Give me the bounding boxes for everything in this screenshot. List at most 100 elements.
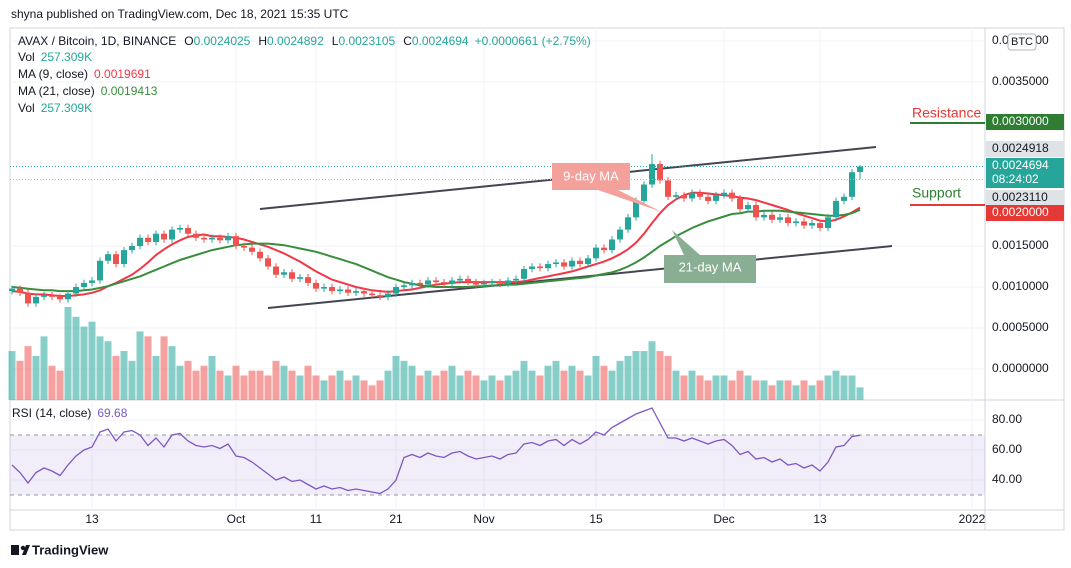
candle-body <box>761 214 767 218</box>
candle-body <box>241 246 247 248</box>
x-tick-label: Nov <box>473 512 494 526</box>
volume-value: 257.309K <box>41 50 92 64</box>
price-label-box <box>986 141 1064 157</box>
rsi-name: RSI (14, close) <box>12 406 91 420</box>
ma-name: MA (21, close) <box>18 84 95 98</box>
y-tick-label: 0.0015000 <box>992 238 1049 252</box>
volume-bar <box>656 351 664 400</box>
volume-bar <box>376 380 384 400</box>
candle-body <box>185 227 191 234</box>
volume-bar <box>544 365 552 400</box>
candle-body <box>201 237 207 240</box>
candle-body <box>41 295 47 297</box>
candle-body <box>529 266 535 269</box>
callout <box>664 230 756 283</box>
candle-body <box>105 254 111 261</box>
candle-body <box>233 236 239 247</box>
legend-ma: MA (21, close) 0.0019413 <box>18 84 158 98</box>
volume-bar <box>120 351 128 400</box>
rsi-value: 69.68 <box>97 406 127 420</box>
volume-bar <box>776 380 784 400</box>
moving-average <box>11 208 861 293</box>
candle-body <box>561 262 567 267</box>
volume-bar <box>760 380 768 400</box>
volume-bar <box>552 360 560 400</box>
x-tick-label: 13 <box>813 512 827 526</box>
volume-bar <box>592 355 600 400</box>
volume-bar <box>288 370 296 400</box>
legend-volume: Vol 257.309K <box>18 50 92 64</box>
rsi-tick-label: 40.00 <box>992 472 1022 486</box>
rsi-tick-label: 60.00 <box>992 442 1022 456</box>
candle-body <box>817 223 823 228</box>
volume-bar <box>232 365 240 400</box>
volume-bar <box>704 380 712 400</box>
frame <box>9 27 1065 531</box>
volume-bar <box>408 365 416 400</box>
volume-bar <box>464 370 472 400</box>
volume-bar <box>96 336 104 400</box>
volume-bar <box>200 365 208 400</box>
candle-body <box>657 164 663 181</box>
volume-name: Vol <box>18 101 35 115</box>
ohlc-label: O <box>184 34 193 48</box>
volume-bar <box>680 375 688 400</box>
candle-body <box>193 233 199 238</box>
candle-body <box>801 221 807 226</box>
volume-bar <box>184 360 192 400</box>
x-tick-label: 13 <box>85 512 99 526</box>
candle-body <box>409 282 415 286</box>
candle-body <box>161 233 167 240</box>
volume-bar <box>576 370 584 400</box>
volume-bar <box>240 375 248 400</box>
resistance-label: Resistance <box>912 105 981 121</box>
volume-bar <box>648 341 656 400</box>
y-tick-label: 0.0000000 <box>992 361 1049 375</box>
candle-body <box>81 282 87 288</box>
volume-bar <box>528 370 536 400</box>
candle-body <box>425 280 431 285</box>
volume-bar <box>40 336 48 400</box>
price-label: 0.0030000 <box>992 114 1049 128</box>
logo-text: TradingView <box>32 542 109 557</box>
volume-bar <box>520 360 528 400</box>
volume-bar <box>216 370 224 400</box>
ohlc-label: H <box>258 34 267 48</box>
ma-value: 0.0019413 <box>101 84 158 98</box>
volume-bar <box>720 375 728 400</box>
candle-body <box>705 196 711 201</box>
volume-bar <box>768 385 776 400</box>
y-tick-label: 0.0005000 <box>992 320 1049 334</box>
volume-bar <box>784 380 792 400</box>
volume-bar <box>424 370 432 400</box>
candle-body <box>209 237 215 240</box>
callout-text: 9-day MA <box>563 168 619 183</box>
candle-body <box>745 205 751 210</box>
candle-body <box>313 282 319 289</box>
volume-bar <box>496 380 504 400</box>
volume-bar <box>472 375 480 400</box>
volume-bar <box>696 375 704 400</box>
candle-body <box>289 272 295 279</box>
candle-body <box>737 198 743 210</box>
candle-body <box>713 195 719 201</box>
candle-body <box>225 236 231 241</box>
currency: BTC <box>1011 36 1033 48</box>
price-label: 0.0024694 <box>992 158 1049 172</box>
volume-bar <box>88 321 96 400</box>
volume-bar <box>512 370 520 400</box>
legend-symbol-line: AVAX / Bitcoin, 1D, BINANCE O0.0024025 H0.… <box>18 34 591 48</box>
volume-bar <box>304 365 312 400</box>
candle-body <box>449 280 455 284</box>
candle-body <box>305 277 311 283</box>
support-label: Support <box>912 185 961 201</box>
volume-bar <box>744 375 752 400</box>
volume-name: Vol <box>18 50 35 64</box>
symbol: AVAX / Bitcoin, 1D, BINANCE <box>18 34 176 48</box>
volume-bar <box>112 355 120 400</box>
candle-body <box>585 258 591 265</box>
volume-bar <box>384 370 392 400</box>
candle-body <box>785 217 791 224</box>
volume-bar <box>56 370 64 400</box>
candle-body <box>537 266 543 269</box>
